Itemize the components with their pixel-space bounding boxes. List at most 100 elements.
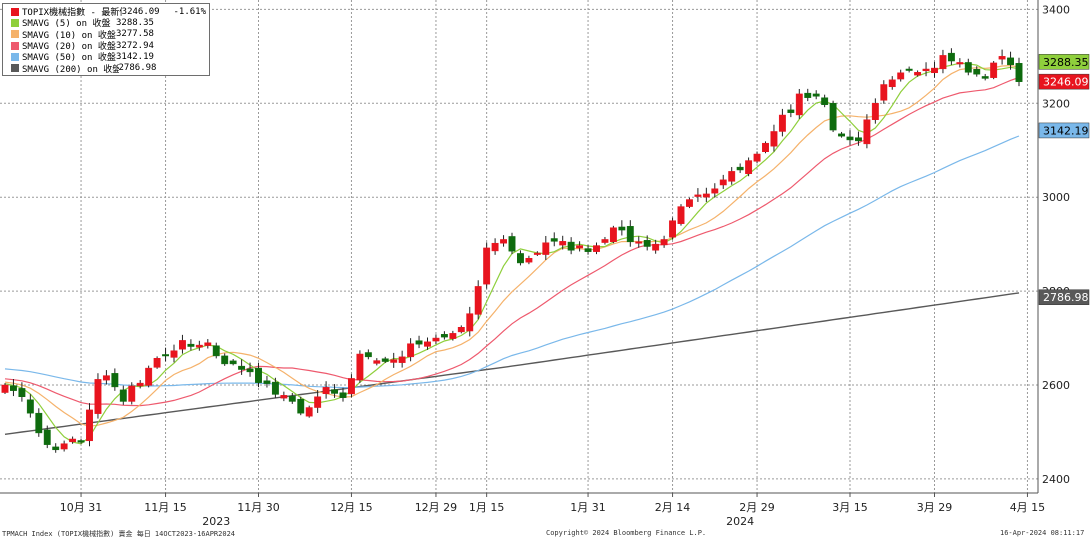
candle-body <box>931 67 938 74</box>
candle-body <box>550 238 558 242</box>
year-label: 2023 <box>202 515 230 528</box>
candle-body <box>373 360 381 364</box>
candle-body <box>525 257 533 263</box>
legend-value: 3246.09 <box>121 6 160 17</box>
candle-body <box>947 52 955 62</box>
value-tag-label: 2786.98 <box>1043 291 1089 304</box>
candle-body <box>500 239 508 244</box>
legend-label: TOPIX機械指數 - 最新價 <box>22 8 122 19</box>
candle-body <box>483 247 491 285</box>
candle-body <box>440 334 448 338</box>
candle-body <box>60 443 68 450</box>
candle-body <box>229 360 237 365</box>
series-line-sma200 <box>4 292 1020 435</box>
candle-body <box>18 388 26 397</box>
legend-swatch <box>11 41 19 50</box>
candle-body <box>905 68 913 71</box>
candle-body <box>119 389 127 402</box>
candle-body <box>846 136 854 141</box>
legend-item-sma50: SMAVG (50) on 收盤 3142.19 <box>11 51 206 64</box>
candle-body <box>128 385 136 402</box>
candle-body <box>804 92 812 98</box>
candle-body <box>778 114 786 132</box>
candle-body <box>212 345 220 357</box>
candle-body <box>897 72 905 80</box>
candle-body <box>584 248 592 252</box>
legend-swatch <box>11 18 19 27</box>
legend-label: SMAVG (200) on 收盤 <box>22 64 119 75</box>
candle-body <box>533 252 541 255</box>
candle-body <box>914 72 922 76</box>
legend-value: 3277.58 <box>116 29 154 40</box>
candle-body <box>162 354 170 357</box>
legend-value: 2786.98 <box>118 63 157 74</box>
candle-body <box>314 396 322 408</box>
footer-source: TPMACH Index (TOPIX機械指數) 賣金 每日 14OCT2023… <box>2 530 236 538</box>
value-tag <box>1038 73 1090 90</box>
candle-body <box>652 243 660 251</box>
x-tick-label: 12月 29 <box>415 501 458 514</box>
candle-body <box>939 55 947 70</box>
value-tag <box>1038 289 1090 305</box>
candle-body <box>432 337 440 342</box>
legend-change: -1.61% <box>173 6 207 17</box>
footer-timestamp: 16-Apr-2024 08:11:17 <box>1000 529 1085 537</box>
candle-body <box>407 343 415 358</box>
candle-body <box>880 84 888 101</box>
candle-body <box>812 93 820 97</box>
candle-body <box>238 365 246 370</box>
candle-body <box>888 79 896 88</box>
candle-body <box>466 313 474 332</box>
candle-body <box>43 429 51 445</box>
candle-body <box>280 395 288 399</box>
candle-body <box>635 241 643 244</box>
legend-item-price: TOPIX機械指數 - 最新價 3246.09 -1.61% <box>11 6 207 19</box>
candle-body <box>973 69 981 75</box>
legend-value: 3142.19 <box>116 51 154 62</box>
value-tag <box>1038 122 1090 139</box>
candle-body <box>86 409 93 442</box>
legend-item-sma10: SMAVG (10) on 收盤 3277.58 <box>11 29 206 41</box>
candle-body <box>618 226 626 231</box>
candle-body <box>922 68 930 72</box>
legend-label: SMAVG (20) on 收盤 <box>22 42 116 53</box>
candle-body <box>795 93 803 116</box>
candle-body <box>787 109 795 113</box>
candle-body <box>863 119 871 145</box>
candle-body <box>364 352 372 358</box>
value-tag-label: 3142.19 <box>1043 124 1089 137</box>
candle-body <box>686 199 693 207</box>
x-tick-label: 3月 29 <box>917 501 953 514</box>
candle-body <box>339 392 347 398</box>
x-tick-label: 3月 15 <box>832 501 868 514</box>
candle-body <box>179 340 186 350</box>
candle-body <box>517 253 524 264</box>
candle-body <box>246 368 254 373</box>
candle-body <box>677 206 685 224</box>
legend-label: SMAVG (50) on 收盤 <box>22 53 116 64</box>
candle-body <box>221 355 229 365</box>
candle-body <box>728 171 736 182</box>
legend-swatch <box>11 64 19 73</box>
candle-body <box>491 242 499 252</box>
candle-body <box>576 245 584 249</box>
candle-body <box>322 387 330 394</box>
y-tick-label: 2600 <box>1042 379 1070 392</box>
candle-body <box>297 398 305 414</box>
y-tick-label: 2400 <box>1042 473 1070 486</box>
candle-body <box>838 133 845 137</box>
candle-body <box>956 62 964 65</box>
legend-swatch <box>11 52 19 61</box>
candle-body <box>474 286 482 315</box>
candle-body <box>94 379 102 414</box>
legend-label: SMAVG (5) on 收盤 <box>22 19 111 30</box>
value-tag-label: 3288.35 <box>1043 56 1089 69</box>
chart-legend: TOPIX機械指數 - 最新價 3246.09 -1.61% SMAVG (5)… <box>2 3 210 76</box>
candle-body <box>559 241 567 246</box>
year-label: 2024 <box>726 515 754 528</box>
legend-swatch <box>11 30 19 39</box>
candle-body <box>52 446 60 451</box>
candle-body <box>102 375 110 381</box>
